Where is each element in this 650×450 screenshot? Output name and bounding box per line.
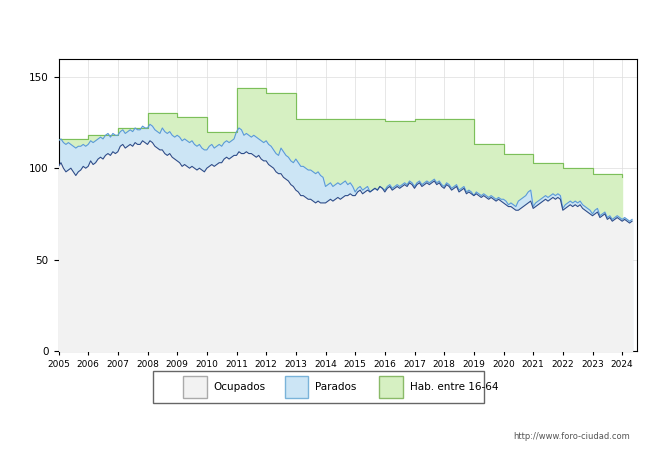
Text: Parados: Parados (315, 382, 356, 392)
Text: Ocupados: Ocupados (214, 382, 266, 392)
Bar (285, 376, 308, 398)
Text: Montorio - Evolucion de la poblacion en edad de Trabajar Mayo de 2024: Montorio - Evolucion de la poblacion en … (57, 18, 593, 31)
Text: Hab. entre 16-64: Hab. entre 16-64 (410, 382, 499, 392)
Bar (380, 376, 403, 398)
Bar (183, 376, 207, 398)
FancyBboxPatch shape (153, 371, 484, 403)
Text: http://www.foro-ciudad.com: http://www.foro-ciudad.com (514, 432, 630, 441)
